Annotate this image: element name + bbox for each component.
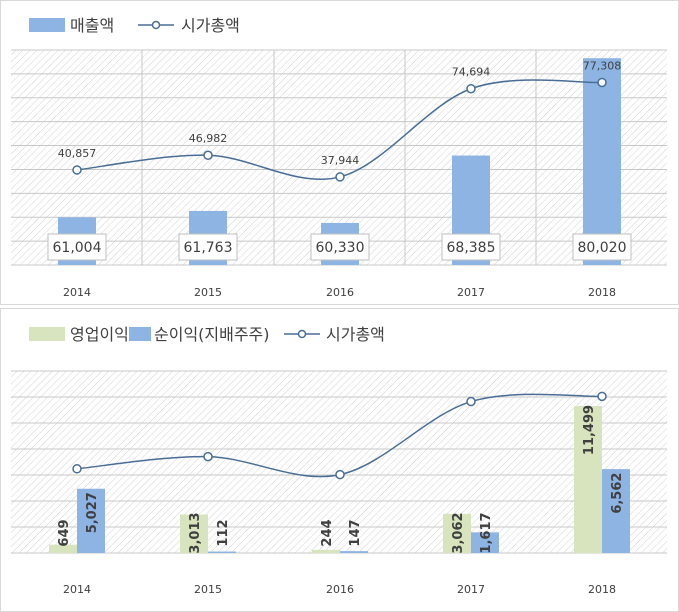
legend-marker: [297, 329, 307, 339]
revenue-marketcap-chart: 61,004 61,763 60,330 68,385 80,020 40,857 46,9…: [0, 0, 679, 305]
net-income-data-label: 6,562: [610, 473, 625, 514]
marketcap-data-label: 74,694: [452, 66, 491, 79]
operating-profit-data-label: 244: [320, 519, 335, 546]
marketcap-data-label: 77,308: [583, 59, 622, 72]
x-tick-label: 2017: [457, 286, 485, 299]
net-income-bar: [77, 488, 105, 553]
profit-marketcap-chart: 649 3,013 244 3,062 11,499 5,027 112 147 1,617 6,…: [0, 308, 679, 612]
net-income-bar: [471, 532, 499, 553]
net-income-data-label: 112: [216, 519, 231, 546]
marketcap-marker: [335, 172, 345, 182]
marketcap-data-label: 37,944: [321, 154, 360, 167]
net-income-bar: [602, 469, 630, 553]
x-tick-label: 2016: [326, 286, 354, 299]
profit-marketcap-svg: 649 3,013 244 3,062 11,499 5,027 112 147 1,617 6,…: [11, 325, 667, 596]
legend-label-marketcap: 시가총액: [326, 325, 385, 344]
marketcap-marker: [597, 391, 607, 402]
marketcap-marker: [203, 451, 213, 462]
x-tick-label: 2018: [588, 286, 616, 299]
x-tick-label: 2015: [194, 286, 222, 299]
legend-label-operating-profit: 영업이익: [70, 325, 129, 344]
operating-profit-data-label: 11,499: [582, 405, 597, 455]
net-income-bar: [208, 551, 236, 553]
legend-swatch-revenue: [29, 18, 65, 32]
net-income-bar: [340, 551, 368, 553]
operating-profit-bar: [574, 406, 602, 553]
x-tick-label: 2017: [457, 583, 485, 596]
net-income-data-label: 5,027: [85, 492, 100, 533]
operating-profit-bar: [49, 544, 77, 553]
marketcap-marker: [597, 77, 607, 88]
x-tick-label: 2014: [63, 286, 91, 299]
revenue-bar: [583, 58, 621, 266]
operating-profit-bar: [312, 549, 340, 553]
x-tick-label: 2018: [588, 583, 616, 596]
net-income-data-label: 1,617: [479, 512, 494, 553]
marketcap-marker: [335, 469, 345, 480]
net-income-data-label: 147: [348, 519, 363, 546]
x-tick-label: 2015: [194, 583, 222, 596]
revenue-marketcap-svg: 61,004 61,763 60,330 68,385 80,020 40,857 46,9…: [11, 16, 667, 299]
marketcap-marker: [203, 150, 213, 160]
revenue-label-box: [47, 233, 107, 261]
legend-label-marketcap: 시가총액: [181, 16, 240, 35]
revenue-data-label: 61,763: [184, 240, 233, 256]
marketcap-data-label: 40,857: [58, 147, 97, 160]
operating-profit-data-label: 3,013: [188, 512, 203, 553]
marketcap-marker: [72, 165, 82, 175]
operating-profit-bar: [180, 514, 208, 553]
operating-profit-bar: [443, 513, 471, 553]
legend-label-revenue: 매출액: [70, 16, 114, 35]
x-tick-label: 2014: [63, 583, 91, 596]
legend-swatch-net-income: [129, 327, 151, 341]
revenue-label-box: [310, 233, 370, 261]
operating-profit-data-label: 649: [57, 519, 72, 546]
marketcap-marker: [72, 464, 82, 474]
operating-profit-data-label: 3,062: [451, 512, 466, 553]
revenue-label-box: [178, 233, 238, 261]
revenue-label-box: [441, 233, 501, 261]
legend-label-net-income: 순이익(지배주주): [154, 325, 270, 344]
plot-area: [11, 371, 667, 553]
revenue-data-label: 60,330: [316, 240, 365, 256]
revenue-data-label: 68,385: [447, 240, 496, 256]
marketcap-marker: [466, 83, 476, 94]
legend-swatch-operating-profit: [29, 327, 65, 341]
legend-marker: [151, 20, 161, 30]
marketcap-data-label: 46,982: [189, 132, 228, 145]
x-tick-label: 2016: [326, 583, 354, 596]
marketcap-marker: [466, 396, 476, 407]
revenue-label-box: [572, 233, 632, 261]
revenue-data-label: 61,004: [53, 240, 102, 256]
revenue-data-label: 80,020: [578, 240, 627, 256]
